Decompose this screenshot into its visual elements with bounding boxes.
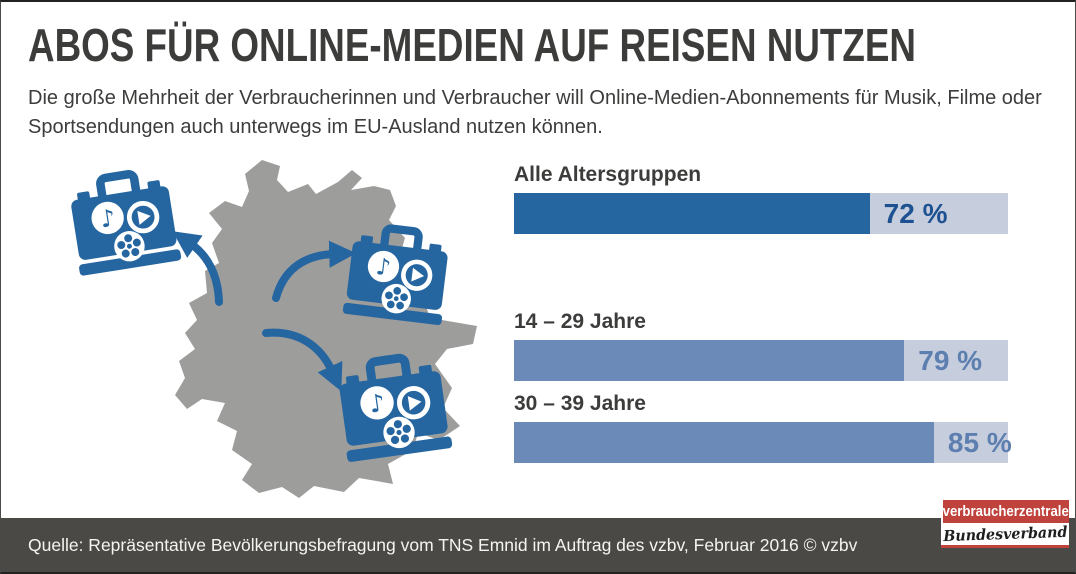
bar-value: 79 % (918, 344, 983, 376)
travel-arrow-icon (172, 231, 223, 306)
bar-label: 30 – 39 Jahre (514, 392, 646, 415)
bar-label: 14 – 29 Jahre (514, 310, 646, 333)
bar-label: Alle Altersgruppen (514, 163, 702, 186)
logo-band-white: Bundesverband (941, 523, 1069, 545)
subtitle-line-1: Die große Mehrheit der Verbraucherinnen … (28, 87, 1042, 109)
bar-track: 85 % (514, 422, 1012, 463)
chart-row-14-29: 14 – 29 Jahre 79 % (514, 310, 1008, 381)
page-title: ABOS FÜR ONLINE-MEDIEN AUF REISEN NUTZEN (28, 19, 916, 71)
logo-text-verbraucherzentrale: verbraucherzentrale (942, 503, 1070, 520)
bar-value: 85 % (947, 426, 1012, 458)
bar-fill (514, 422, 934, 463)
bar-track: 72 % (514, 193, 1008, 234)
source-footer: Quelle: Repräsentative Bevölkerungsbefra… (1, 518, 1075, 572)
logo-band-red: verbraucherzentrale (941, 498, 1069, 523)
subtitle-line-2: Sportsendungen auch unterwegs im EU-Ausl… (28, 116, 603, 138)
chart-row-30-39: 30 – 39 Jahre 85 % (514, 392, 1012, 463)
bar-value: 72 % (883, 197, 948, 229)
travel-arrow-icon (272, 240, 357, 302)
media-suitcase-icon (66, 168, 182, 276)
bar-fill (514, 340, 905, 381)
illustration-svg: ♪ (56, 160, 477, 498)
travel-media-illustration: ♪ (56, 150, 486, 510)
page-subtitle: Die große Mehrheit der Verbraucherinnen … (28, 84, 1042, 142)
vzbv-logo: verbraucherzentrale Bundesverband (941, 498, 1069, 548)
chart-row-all-ages: Alle Altersgruppen 72 % (514, 163, 1008, 234)
source-text: Quelle: Repräsentative Bevölkerungsbefra… (28, 534, 858, 555)
travel-arrow-icon (262, 328, 343, 392)
bar-fill (514, 193, 870, 234)
logo-text-bundesverband: Bundesverband (942, 522, 1068, 546)
bar-track: 79 % (514, 340, 1008, 381)
logo-red-line (941, 545, 1069, 548)
